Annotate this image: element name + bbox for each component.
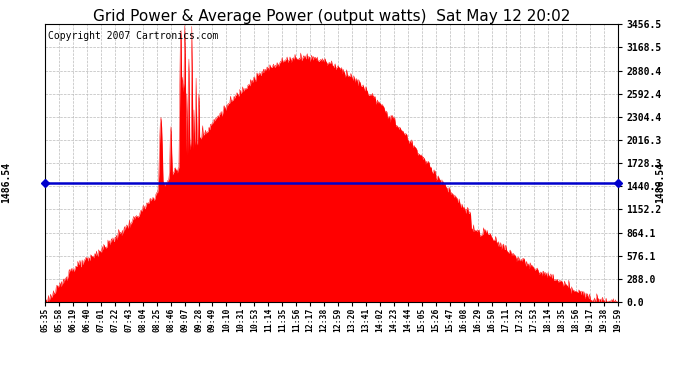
Text: 1486.54: 1486.54 (656, 162, 665, 203)
Text: Grid Power & Average Power (output watts)  Sat May 12 20:02: Grid Power & Average Power (output watts… (92, 9, 570, 24)
Text: Copyright 2007 Cartronics.com: Copyright 2007 Cartronics.com (48, 32, 218, 41)
Text: 1486.54: 1486.54 (1, 162, 11, 203)
